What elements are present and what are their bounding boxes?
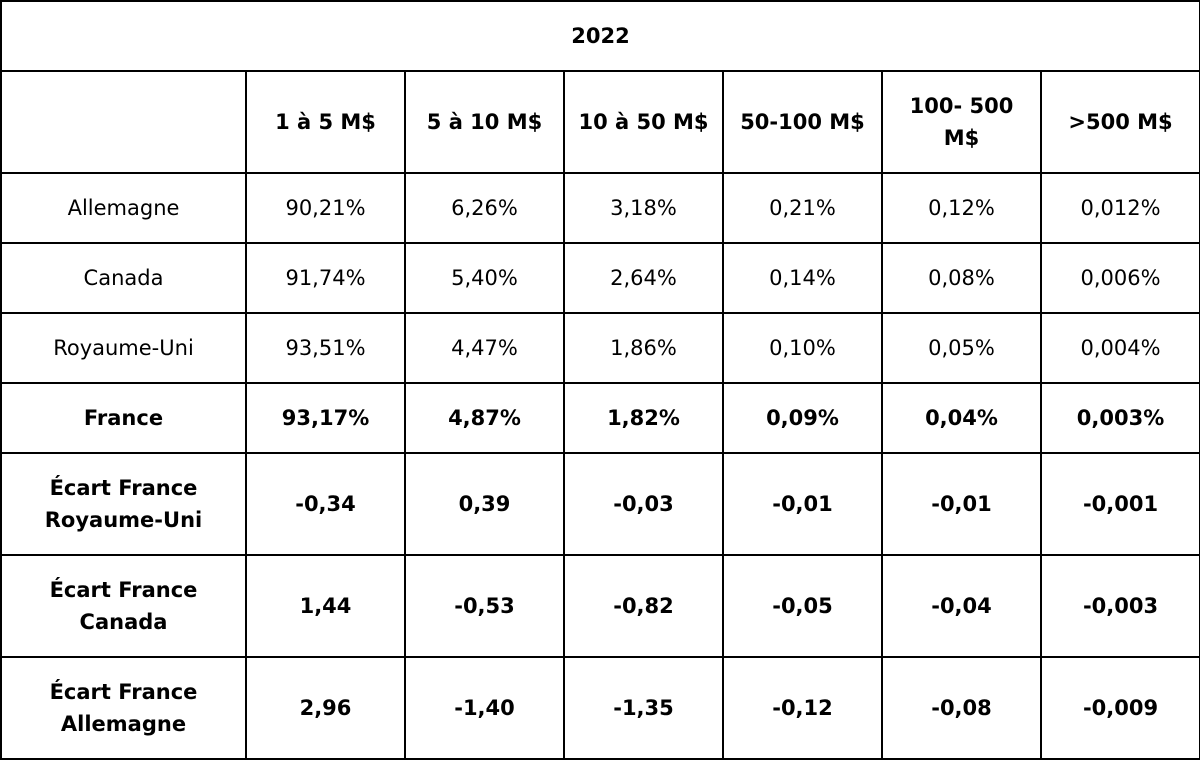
column-header: >500 M$ bbox=[1039, 70, 1200, 174]
table-cell: 93,51% bbox=[245, 312, 406, 384]
table-cell: 1,44 bbox=[245, 554, 406, 658]
table-cell: 0,003% bbox=[1039, 382, 1200, 454]
table-row: Canada 91,74% 5,40% 2,64% 0,14% 0,08% 0,… bbox=[0, 242, 1200, 314]
title-row: 2022 bbox=[0, 0, 1200, 72]
row-label: France bbox=[0, 382, 247, 454]
table-cell: 0,006% bbox=[1039, 242, 1200, 314]
row-label: Allemagne bbox=[0, 172, 247, 244]
table-cell: -1,35 bbox=[563, 656, 724, 760]
table-cell: -0,82 bbox=[563, 554, 724, 658]
table-cell: 0,12% bbox=[881, 172, 1042, 244]
column-header-label: 10 à 50 M$ bbox=[578, 110, 709, 134]
table-cell: 2,96 bbox=[245, 656, 406, 760]
row-label: Écart France Royaume-Uni bbox=[0, 452, 247, 556]
table-cell: -0,01 bbox=[722, 452, 883, 556]
table-cell: 0,05% bbox=[881, 312, 1042, 384]
column-header: 50-100 M$ bbox=[722, 70, 883, 174]
table-cell: 0,10% bbox=[722, 312, 883, 384]
table-cell: -0,03 bbox=[563, 452, 724, 556]
table-cell: 1,86% bbox=[563, 312, 724, 384]
table-cell: -0,01 bbox=[881, 452, 1042, 556]
column-header-label: >500 M$ bbox=[1068, 110, 1173, 134]
table-row-gap: Écart France Allemagne 2,96 -1,40 -1,35 … bbox=[0, 656, 1200, 760]
header-corner bbox=[0, 70, 247, 174]
table-cell: 0,09% bbox=[722, 382, 883, 454]
column-header-label: 50-100 M$ bbox=[740, 110, 865, 134]
table-cell: -0,53 bbox=[404, 554, 565, 658]
table-cell: 5,40% bbox=[404, 242, 565, 314]
table-cell: -0,05 bbox=[722, 554, 883, 658]
table-cell: 0,21% bbox=[722, 172, 883, 244]
column-header: 100- 500 M$ bbox=[881, 70, 1042, 174]
table-row-gap: Écart France Royaume-Uni -0,34 0,39 -0,0… bbox=[0, 452, 1200, 556]
table-title: 2022 bbox=[0, 0, 1200, 72]
table-cell: -1,40 bbox=[404, 656, 565, 760]
row-label: Canada bbox=[0, 242, 247, 314]
table-cell: 1,82% bbox=[563, 382, 724, 454]
table-row-france: France 93,17% 4,87% 1,82% 0,09% 0,04% 0,… bbox=[0, 382, 1200, 454]
table-cell: 4,47% bbox=[404, 312, 565, 384]
table-row-gap: Écart France Canada 1,44 -0,53 -0,82 -0,… bbox=[0, 554, 1200, 658]
table-cell: 0,004% bbox=[1039, 312, 1200, 384]
column-header: 10 à 50 M$ bbox=[563, 70, 724, 174]
table-cell: 0,04% bbox=[881, 382, 1042, 454]
table-cell: 6,26% bbox=[404, 172, 565, 244]
table-cell: -0,001 bbox=[1039, 452, 1200, 556]
table-cell: 93,17% bbox=[245, 382, 406, 454]
row-label: Écart France Allemagne bbox=[0, 656, 247, 760]
table-cell: 4,87% bbox=[404, 382, 565, 454]
table-row: Allemagne 90,21% 6,26% 3,18% 0,21% 0,12%… bbox=[0, 172, 1200, 244]
table-cell: -0,003 bbox=[1039, 554, 1200, 658]
column-header: 1 à 5 M$ bbox=[245, 70, 406, 174]
table-cell: -0,08 bbox=[881, 656, 1042, 760]
row-label: Écart France Canada bbox=[0, 554, 247, 658]
table-cell: -0,34 bbox=[245, 452, 406, 556]
column-header: 5 à 10 M$ bbox=[404, 70, 565, 174]
table-cell: 0,012% bbox=[1039, 172, 1200, 244]
table-cell: -0,12 bbox=[722, 656, 883, 760]
table-cell: 90,21% bbox=[245, 172, 406, 244]
column-header-label: 5 à 10 M$ bbox=[426, 110, 543, 134]
table-cell: 3,18% bbox=[563, 172, 724, 244]
row-label: Royaume-Uni bbox=[0, 312, 247, 384]
table-cell: 0,08% bbox=[881, 242, 1042, 314]
column-header-label: 1 à 5 M$ bbox=[275, 110, 376, 134]
table-cell: 0,14% bbox=[722, 242, 883, 314]
table-cell: 0,39 bbox=[404, 452, 565, 556]
table-cell: 2,64% bbox=[563, 242, 724, 314]
header-row: 1 à 5 M$ 5 à 10 M$ 10 à 50 M$ 50-100 M$ … bbox=[0, 70, 1200, 174]
table-cell: 91,74% bbox=[245, 242, 406, 314]
table-cell: -0,04 bbox=[881, 554, 1042, 658]
table-row: Royaume-Uni 93,51% 4,47% 1,86% 0,10% 0,0… bbox=[0, 312, 1200, 384]
table-cell: -0,009 bbox=[1039, 656, 1200, 760]
column-header-label: 100- 500 M$ bbox=[909, 94, 1014, 150]
